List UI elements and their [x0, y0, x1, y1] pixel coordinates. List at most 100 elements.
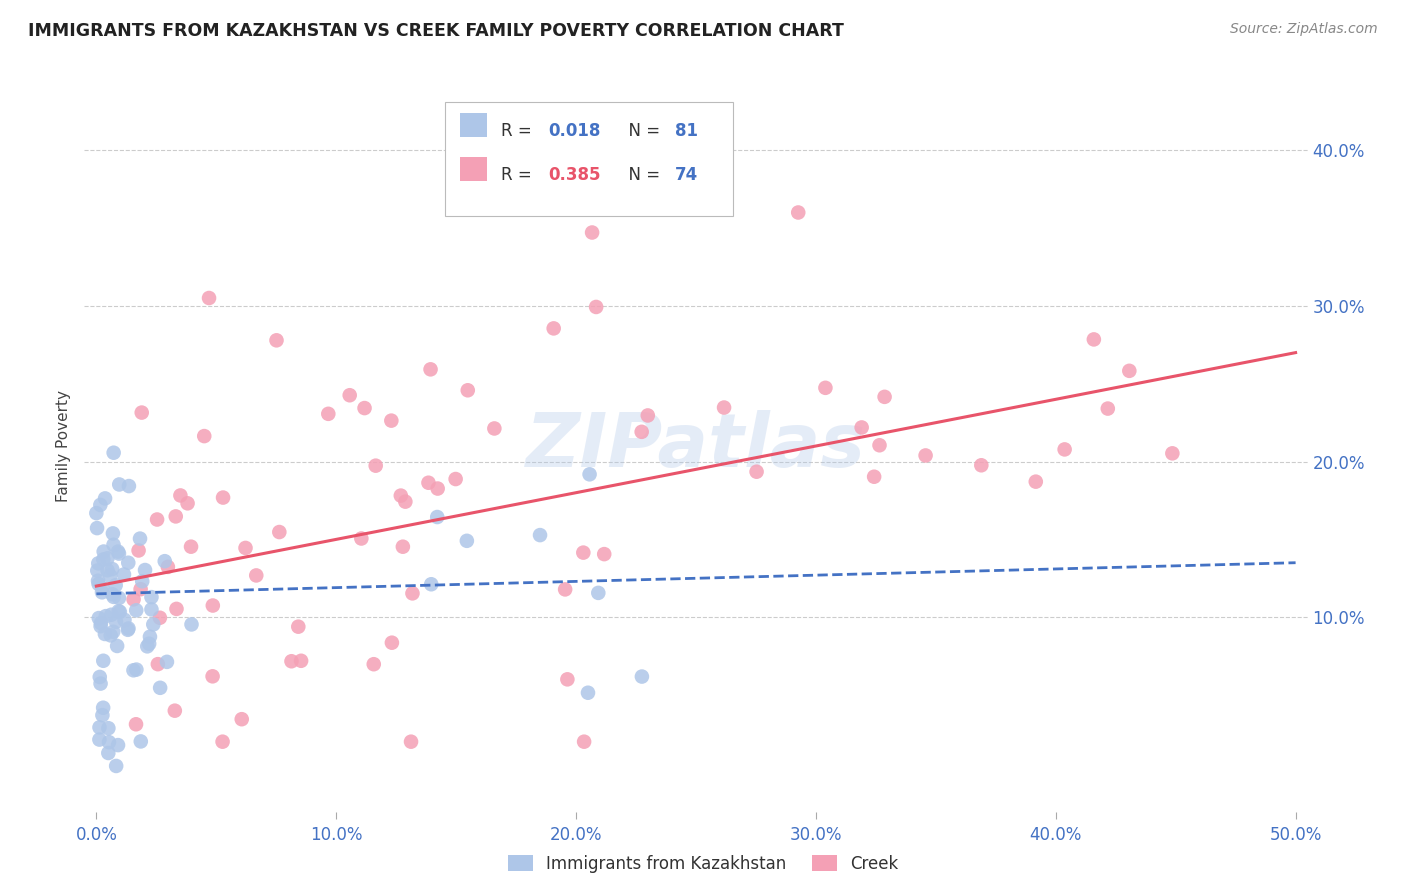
Point — [108, 605, 131, 619]
Point — [122, 663, 145, 677]
Point — [211, 734, 233, 748]
Text: 0.018: 0.018 — [548, 122, 600, 140]
FancyBboxPatch shape — [446, 103, 733, 216]
Point — [90, 676, 112, 690]
Point — [131, 406, 153, 420]
Point — [630, 425, 652, 439]
Point — [418, 475, 440, 490]
Point — [101, 587, 124, 601]
Point — [578, 467, 600, 482]
Point — [180, 540, 202, 554]
Point — [129, 734, 152, 748]
Point — [401, 586, 423, 600]
Point — [869, 438, 891, 452]
Point — [814, 381, 837, 395]
Point — [134, 563, 156, 577]
Point — [107, 544, 129, 558]
Point — [637, 409, 659, 423]
Point — [198, 291, 221, 305]
Point — [146, 512, 169, 526]
Point — [444, 472, 467, 486]
Point — [156, 560, 179, 574]
Point — [576, 686, 599, 700]
Point — [457, 384, 479, 398]
Point — [484, 421, 506, 435]
Point — [1083, 333, 1105, 347]
Point — [554, 582, 576, 597]
Point — [117, 623, 139, 637]
Point — [125, 663, 148, 677]
Point — [394, 494, 416, 508]
Point — [426, 510, 449, 524]
Point — [1053, 442, 1076, 457]
Point — [103, 624, 125, 639]
Point — [787, 205, 810, 219]
Point — [163, 704, 186, 718]
Point — [149, 611, 172, 625]
Point — [166, 602, 188, 616]
Point — [96, 563, 118, 577]
Point — [585, 300, 607, 314]
Point — [914, 449, 936, 463]
Point — [873, 390, 896, 404]
Point — [125, 717, 148, 731]
Point — [970, 458, 993, 473]
Point — [87, 557, 110, 571]
Point — [193, 429, 215, 443]
Point — [122, 592, 145, 607]
Point — [235, 541, 257, 555]
Text: N =: N = — [617, 122, 665, 140]
Point — [105, 639, 128, 653]
Text: 74: 74 — [675, 167, 699, 185]
Point — [108, 477, 131, 491]
Point — [529, 528, 551, 542]
Point — [1025, 475, 1047, 489]
Point — [631, 669, 654, 683]
Point — [91, 552, 114, 566]
Point — [91, 700, 114, 714]
Point — [118, 479, 141, 493]
Point — [87, 577, 110, 591]
Point — [101, 562, 124, 576]
Point — [86, 506, 108, 520]
Point — [419, 362, 441, 376]
Point — [318, 407, 340, 421]
Point — [97, 721, 120, 735]
Point — [572, 546, 595, 560]
Text: R =: R = — [502, 167, 537, 185]
Point — [100, 628, 122, 642]
Point — [101, 526, 124, 541]
Point — [129, 532, 152, 546]
Point — [94, 627, 117, 641]
Point — [90, 619, 112, 633]
Text: IMMIGRANTS FROM KAZAKHSTAN VS CREEK FAMILY POVERTY CORRELATION CHART: IMMIGRANTS FROM KAZAKHSTAN VS CREEK FAMI… — [28, 22, 844, 40]
Point — [165, 509, 187, 524]
Point — [108, 547, 131, 561]
Point — [201, 669, 224, 683]
Point — [201, 599, 224, 613]
FancyBboxPatch shape — [460, 157, 486, 181]
Point — [89, 732, 111, 747]
Point — [392, 540, 415, 554]
Point — [426, 482, 449, 496]
Point — [131, 574, 153, 589]
Point — [117, 556, 139, 570]
Point — [91, 581, 114, 595]
Point — [138, 637, 160, 651]
Point — [1097, 401, 1119, 416]
Point — [588, 586, 610, 600]
Point — [125, 603, 148, 617]
Point — [543, 321, 565, 335]
Point — [97, 746, 120, 760]
Point — [104, 578, 127, 592]
Point — [350, 532, 373, 546]
Point — [89, 720, 111, 734]
Text: R =: R = — [502, 122, 537, 140]
Point — [153, 554, 176, 568]
Point — [86, 564, 108, 578]
Point — [94, 491, 117, 506]
Point — [363, 657, 385, 672]
Point — [290, 654, 312, 668]
Text: ZIPatlas: ZIPatlas — [526, 409, 866, 483]
Point — [105, 615, 128, 629]
